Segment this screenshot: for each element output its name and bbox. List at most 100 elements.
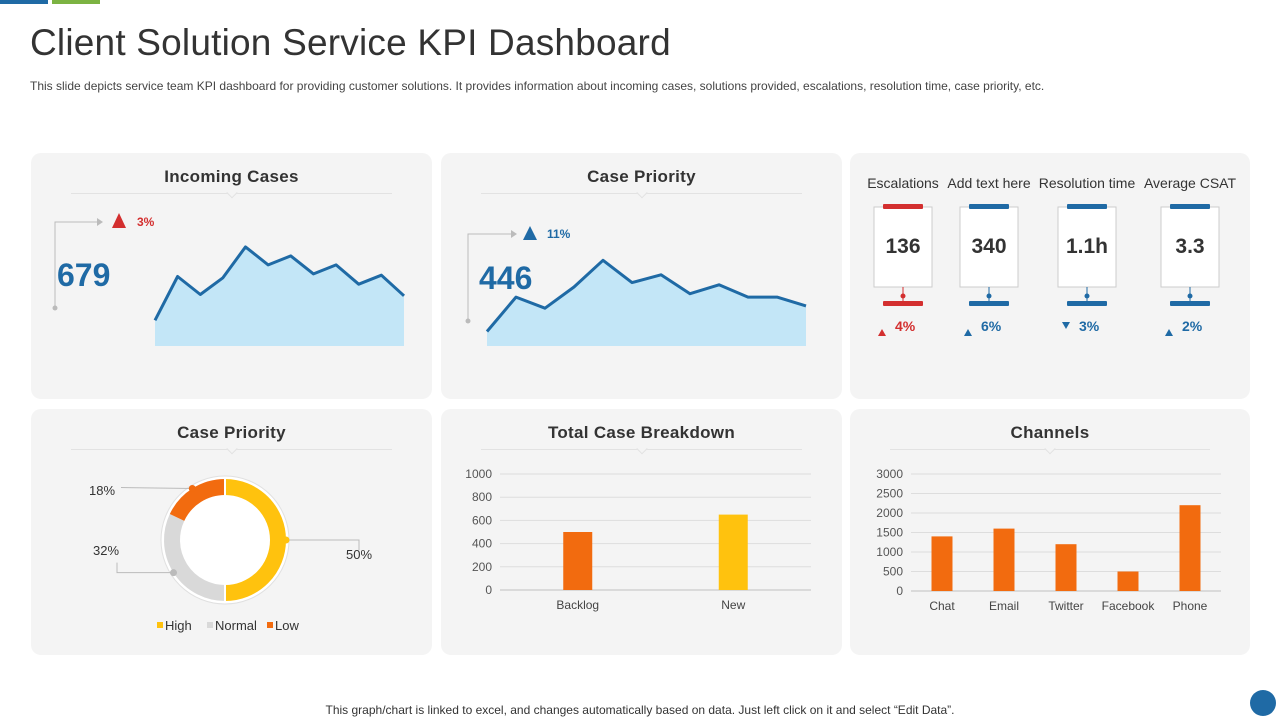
legend-swatch-low — [267, 622, 273, 628]
x-tick-label: Phone — [1173, 599, 1208, 613]
page-title: Client Solution Service KPI Dashboard — [30, 22, 671, 63]
legend-swatch-high — [157, 622, 163, 628]
up-arrow-icon — [878, 329, 886, 336]
incoming-cases-change: 3% — [137, 215, 155, 229]
footer-note: This graph/chart is linked to excel, and… — [325, 703, 955, 717]
kpi-stem-dot — [986, 293, 992, 299]
bar-twitter — [1055, 544, 1077, 591]
donut-percent-label: 32% — [93, 543, 119, 558]
kpi-change: 6% — [981, 318, 1002, 334]
y-tick-label: 800 — [472, 490, 492, 504]
y-tick-label: 1000 — [876, 545, 903, 559]
donut-callout-dot — [169, 569, 177, 577]
y-tick-label: 500 — [883, 565, 903, 579]
kpi-top-bar — [883, 204, 923, 209]
incoming-cases-up-arrow-icon — [112, 213, 126, 228]
incoming-cases-card[interactable]: Incoming Cases 3% 679 — [31, 153, 432, 399]
kpi-value: 136 — [885, 235, 921, 258]
case-priority-up-arrow-icon — [523, 226, 537, 240]
bar-chat — [931, 536, 953, 591]
donut-callout-line — [286, 539, 360, 550]
x-tick-label: Chat — [929, 599, 955, 613]
kpi-value: 1.1h — [1065, 235, 1109, 258]
case-priority-donut-chart: 50% 32% 18% High Normal Low — [89, 475, 372, 633]
channels-title: Channels — [1010, 423, 1090, 442]
case-priority-donut-card[interactable]: Case Priority 50% 32% 18% High Normal Low — [31, 409, 432, 655]
area-fill — [487, 260, 806, 346]
kpi-stem-dot — [1187, 293, 1193, 299]
kpi-top-bar — [969, 204, 1009, 209]
x-tick-label: New — [721, 598, 745, 612]
y-tick-label: 400 — [472, 537, 492, 551]
channels-chart: 0 500 1000 1500 2000 2500 3000 Chat Email Twitter… — [876, 467, 1221, 613]
incoming-cases-value: 679 — [57, 257, 110, 293]
x-tick-label: Email — [989, 599, 1019, 613]
y-tick-label: 3000 — [876, 467, 903, 481]
up-arrow-icon — [1165, 329, 1173, 336]
donut-callout-dot — [188, 484, 196, 492]
top-accent-blue-bar — [0, 0, 48, 4]
case-priority-bracket — [465, 230, 517, 324]
kpi-box-graphic — [1160, 204, 1220, 336]
x-tick-label: Twitter — [1048, 599, 1083, 613]
kpi-change: 3% — [1079, 318, 1100, 334]
legend-swatch-normal — [207, 622, 213, 628]
legend-label-low: Low — [275, 618, 299, 633]
kpi-box — [1057, 206, 1117, 288]
kpi-bottom-bar — [1067, 301, 1107, 306]
incoming-cases-area-chart — [153, 245, 406, 346]
incoming-cases-title: Incoming Cases — [164, 167, 299, 186]
x-tick-label: Backlog — [556, 598, 599, 612]
kpi-summary-card[interactable]: Escalations 136 4% Add text here 340 6% Resolu… — [850, 153, 1250, 399]
donut-callout-dot — [282, 536, 290, 544]
bar-facebook — [1117, 571, 1139, 591]
kpi-change: 4% — [895, 318, 916, 334]
kpi-box-graphic — [1057, 204, 1117, 329]
page-subtitle: This slide depicts service team KPI dash… — [30, 79, 1045, 93]
area-line — [485, 258, 807, 333]
case-priority-donut-title: Case Priority — [177, 423, 286, 442]
legend-label-normal: Normal — [215, 618, 257, 633]
case-priority-area-chart — [485, 258, 807, 346]
case-priority-value: 446 — [479, 260, 532, 296]
kpi-box-graphic — [873, 204, 933, 336]
top-accent-green-bar — [52, 0, 100, 4]
kpi-bottom-bar — [1170, 301, 1210, 306]
kpi-stem-dot — [900, 293, 906, 299]
kpi-stem-dot — [1084, 293, 1090, 299]
up-arrow-icon — [964, 329, 972, 336]
total-case-breakdown-card[interactable]: Total Case Breakdown 0 200 400 600 800 1000 Ba… — [441, 409, 842, 655]
y-tick-label: 2000 — [876, 506, 903, 520]
case-priority-change: 11% — [547, 227, 571, 241]
y-tick-label: 600 — [472, 513, 492, 527]
kpi-bottom-bar — [969, 301, 1009, 306]
kpi-label: Resolution time — [1038, 175, 1136, 191]
donut-percent-label: 18% — [89, 483, 115, 498]
kpi-value: 3.3 — [1175, 235, 1205, 258]
incoming-cases-bracket — [52, 218, 103, 311]
case-priority-trend-title: Case Priority — [587, 167, 696, 186]
down-arrow-icon — [1062, 322, 1070, 329]
kpi-box-graphic — [959, 204, 1019, 336]
channels-card[interactable]: Channels 0 500 1000 1500 2000 2500 3000 Chat Ema… — [850, 409, 1250, 655]
incoming-cases-chart: 3% 679 — [52, 213, 406, 346]
y-tick-label: 200 — [472, 560, 492, 574]
y-tick-label: 1500 — [876, 526, 903, 540]
total-case-breakdown-chart: 0 200 400 600 800 1000 Backlog New — [465, 467, 811, 612]
donut-percent-label: 50% — [346, 547, 372, 562]
donut-slice-high — [224, 479, 286, 601]
case-priority-trend-card[interactable]: Case Priority 11% 446 — [441, 153, 842, 399]
corner-circle-icon[interactable] — [1250, 690, 1276, 716]
kpi-label: Add text here — [947, 175, 1031, 191]
y-tick-label: 2500 — [876, 487, 903, 501]
kpi-bottom-bar — [883, 301, 923, 306]
donut-callout-line — [120, 486, 193, 489]
bar-backlog — [563, 532, 593, 590]
bar-phone — [1179, 505, 1201, 591]
donut-slice-normal — [164, 514, 226, 601]
area-line — [153, 245, 406, 321]
kpi-change: 2% — [1182, 318, 1203, 334]
total-case-breakdown-title: Total Case Breakdown — [547, 423, 736, 442]
kpi-label: Average CSAT — [1143, 175, 1237, 191]
kpi-label: Escalations — [867, 175, 939, 191]
